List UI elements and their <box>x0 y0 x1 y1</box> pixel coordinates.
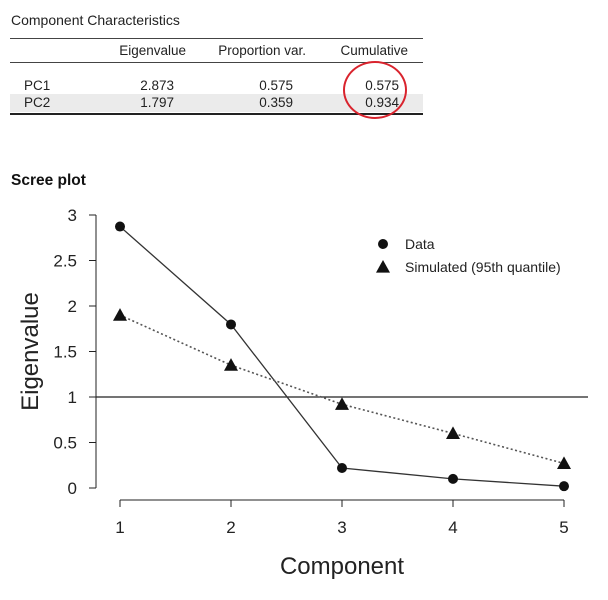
legend: Data Simulated (95th quantile) <box>376 236 561 275</box>
data-point <box>337 462 347 473</box>
y-tick-label: 1 <box>68 388 77 407</box>
table-top-rule <box>10 38 423 39</box>
series-layer <box>113 221 571 492</box>
plot-axes: 0 0.5 1 1.5 2 2.5 3 Eigenvalue 1 2 3 4 5 Component <box>17 206 569 580</box>
legend-label: Simulated (95th quantile) <box>405 259 561 275</box>
x-tick-label: 2 <box>226 518 235 537</box>
data-point <box>335 397 349 410</box>
header-cumulative: Cumulative <box>340 43 408 58</box>
series-simulated <box>113 308 571 470</box>
header-eigenvalue: Eigenvalue <box>119 43 186 58</box>
table-header-rule <box>10 62 423 63</box>
x-tick-label: 1 <box>115 518 124 537</box>
data-point <box>559 481 569 492</box>
cell-eigenvalue: 1.797 <box>140 95 174 110</box>
cell-proportion: 0.575 <box>259 78 293 93</box>
x-axis-label: Component <box>280 553 404 580</box>
x-tick-label: 3 <box>337 518 346 537</box>
data-point <box>113 308 127 321</box>
legend-marker <box>376 260 390 273</box>
x-tick-label: 5 <box>559 518 568 537</box>
y-tick-label: 0 <box>68 479 77 498</box>
row-label: PC2 <box>24 95 51 110</box>
legend-item: Simulated (95th quantile) <box>376 259 561 275</box>
cumulative-highlight-circle <box>343 61 407 119</box>
y-tick-label: 3 <box>68 206 77 225</box>
y-tick-label: 2.5 <box>53 252 77 271</box>
cell-eigenvalue: 2.873 <box>140 78 174 93</box>
x-tick-label: 4 <box>448 518 457 537</box>
data-point <box>226 319 236 330</box>
cell-proportion: 0.359 <box>259 95 293 110</box>
y-tick-label: 0.5 <box>53 434 77 453</box>
table-bottom-rule <box>10 113 423 115</box>
legend-label: Data <box>405 236 435 252</box>
header-proportion-var: Proportion var. <box>218 43 306 58</box>
row-label: PC1 <box>24 78 51 93</box>
data-point <box>557 456 571 470</box>
legend-item: Data <box>378 236 435 252</box>
series-data <box>115 221 569 492</box>
legend-marker <box>378 239 388 249</box>
series-line <box>119 314 565 465</box>
data-point <box>224 358 238 371</box>
y-tick-label: 1.5 <box>53 343 77 362</box>
data-point <box>448 473 458 484</box>
plot-title: Scree plot <box>11 172 86 189</box>
data-point <box>446 426 460 439</box>
table-title: Component Characteristics <box>11 12 180 28</box>
y-axis-label: Eigenvalue <box>17 292 44 411</box>
y-tick-label: 2 <box>68 297 77 316</box>
data-point <box>115 221 125 232</box>
